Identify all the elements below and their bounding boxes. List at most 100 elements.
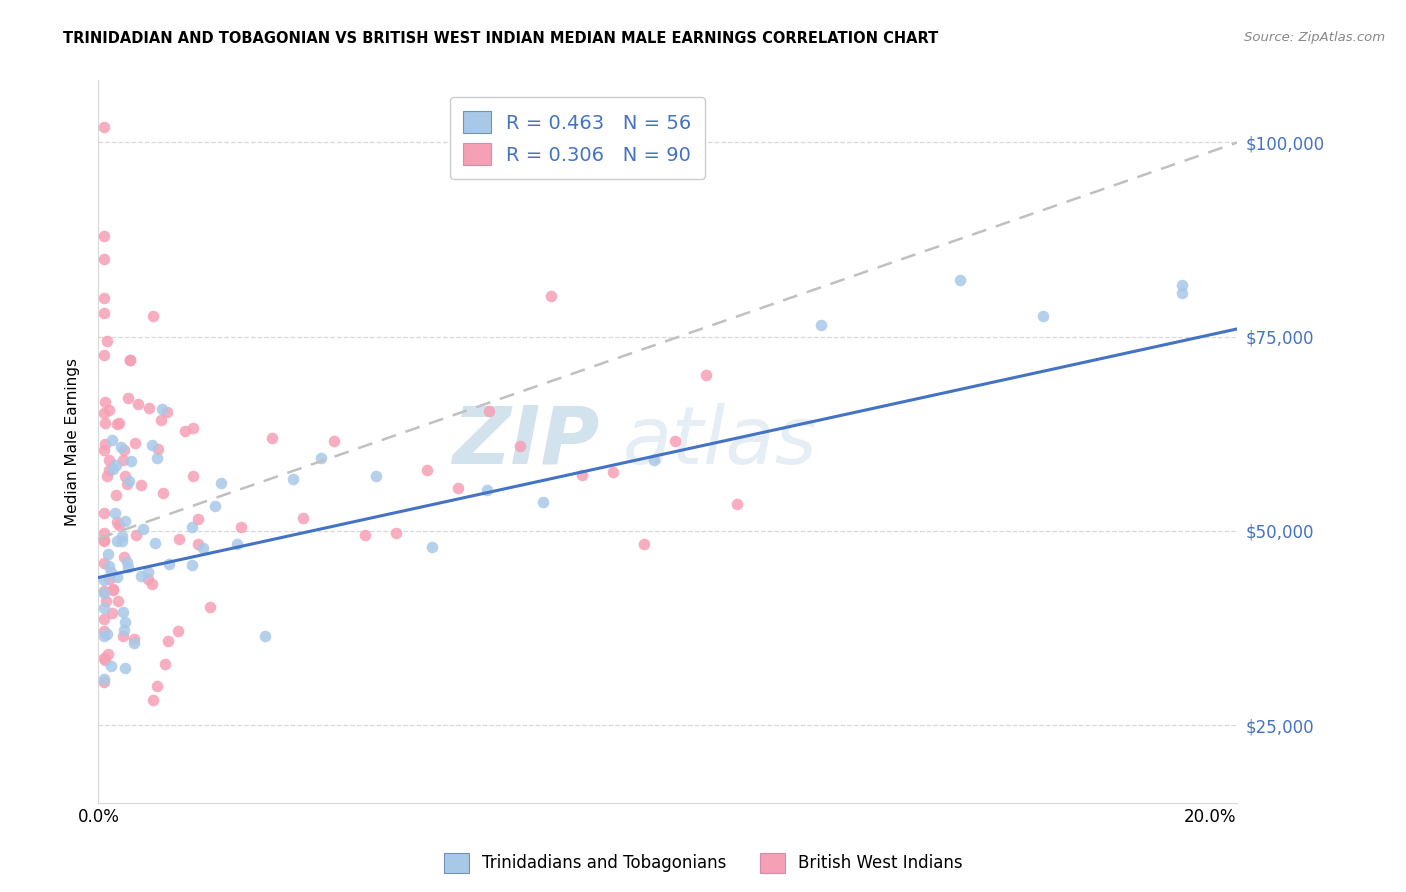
Point bbox=[643, 453, 665, 467]
Point bbox=[93, 556, 115, 570]
Point bbox=[105, 534, 128, 549]
Point bbox=[181, 468, 204, 483]
Point bbox=[141, 437, 163, 451]
Point bbox=[114, 469, 136, 483]
Point bbox=[93, 600, 115, 615]
Point bbox=[948, 273, 970, 287]
Point bbox=[477, 483, 499, 497]
Point bbox=[150, 401, 173, 416]
Point bbox=[385, 526, 408, 541]
Point bbox=[94, 594, 117, 608]
Point bbox=[93, 120, 115, 134]
Point bbox=[174, 424, 197, 438]
Point bbox=[93, 228, 115, 243]
Point bbox=[146, 679, 169, 693]
Point bbox=[100, 434, 122, 448]
Point bbox=[118, 353, 141, 368]
Text: atlas: atlas bbox=[623, 402, 817, 481]
Point bbox=[98, 572, 121, 586]
Point bbox=[114, 615, 136, 629]
Point bbox=[93, 624, 115, 638]
Point bbox=[93, 291, 115, 305]
Point bbox=[93, 674, 115, 689]
Point bbox=[322, 434, 344, 449]
Point bbox=[93, 672, 115, 686]
Point bbox=[571, 467, 593, 482]
Point bbox=[108, 518, 131, 533]
Text: Source: ZipAtlas.com: Source: ZipAtlas.com bbox=[1244, 31, 1385, 45]
Point bbox=[509, 439, 531, 453]
Point bbox=[117, 559, 139, 574]
Point bbox=[138, 401, 160, 415]
Point bbox=[101, 462, 124, 476]
Legend: R = 0.463   N = 56, R = 0.306   N = 90: R = 0.463 N = 56, R = 0.306 N = 90 bbox=[450, 97, 704, 179]
Point bbox=[420, 540, 443, 554]
Point bbox=[254, 629, 277, 643]
Point bbox=[209, 476, 232, 491]
Point bbox=[142, 309, 165, 323]
Point bbox=[180, 558, 202, 572]
Point bbox=[103, 582, 125, 597]
Point bbox=[93, 437, 115, 451]
Point bbox=[97, 647, 120, 661]
Point bbox=[129, 477, 152, 491]
Point bbox=[93, 629, 115, 643]
Point bbox=[93, 252, 115, 266]
Point bbox=[98, 452, 121, 467]
Point bbox=[118, 474, 141, 488]
Point bbox=[98, 403, 121, 417]
Point bbox=[167, 624, 190, 638]
Point bbox=[531, 495, 554, 509]
Point bbox=[416, 463, 439, 477]
Point bbox=[353, 528, 375, 542]
Point bbox=[191, 541, 214, 555]
Point bbox=[309, 451, 332, 466]
Point bbox=[97, 558, 120, 573]
Point bbox=[366, 469, 388, 483]
Point bbox=[146, 451, 169, 466]
Point bbox=[105, 417, 128, 431]
Point bbox=[695, 368, 717, 383]
Point bbox=[725, 497, 748, 511]
Point bbox=[664, 434, 686, 448]
Point bbox=[108, 416, 131, 430]
Legend: Trinidadians and Tobagonians, British West Indians: Trinidadians and Tobagonians, British We… bbox=[437, 847, 969, 880]
Point bbox=[226, 537, 249, 551]
Text: TRINIDADIAN AND TOBAGONIAN VS BRITISH WEST INDIAN MEDIAN MALE EARNINGS CORRELATI: TRINIDADIAN AND TOBAGONIAN VS BRITISH WE… bbox=[63, 31, 939, 46]
Point bbox=[93, 533, 115, 548]
Point bbox=[96, 469, 118, 483]
Point bbox=[156, 405, 179, 419]
Point bbox=[121, 454, 143, 468]
Point bbox=[111, 605, 134, 619]
Text: ZIP: ZIP bbox=[453, 402, 599, 481]
Point bbox=[93, 586, 115, 600]
Point bbox=[602, 465, 624, 479]
Point bbox=[124, 435, 146, 450]
Point bbox=[100, 658, 122, 673]
Point bbox=[112, 623, 135, 637]
Point bbox=[93, 506, 115, 520]
Point bbox=[111, 534, 134, 549]
Point bbox=[157, 634, 180, 648]
Point bbox=[142, 693, 165, 707]
Point bbox=[93, 612, 115, 626]
Point bbox=[93, 406, 115, 420]
Point bbox=[93, 533, 115, 548]
Point bbox=[633, 536, 655, 550]
Point bbox=[1032, 309, 1054, 323]
Point bbox=[93, 573, 115, 587]
Point bbox=[124, 527, 146, 541]
Point bbox=[115, 555, 138, 569]
Point bbox=[111, 529, 134, 543]
Point bbox=[98, 462, 121, 476]
Point bbox=[96, 334, 118, 348]
Point bbox=[127, 397, 149, 411]
Point bbox=[141, 577, 163, 591]
Point bbox=[115, 476, 138, 491]
Point bbox=[110, 440, 132, 454]
Point bbox=[1170, 278, 1192, 293]
Point bbox=[1170, 286, 1192, 301]
Y-axis label: Median Male Earnings: Median Male Earnings bbox=[65, 358, 80, 525]
Point bbox=[122, 636, 145, 650]
Point bbox=[93, 395, 115, 409]
